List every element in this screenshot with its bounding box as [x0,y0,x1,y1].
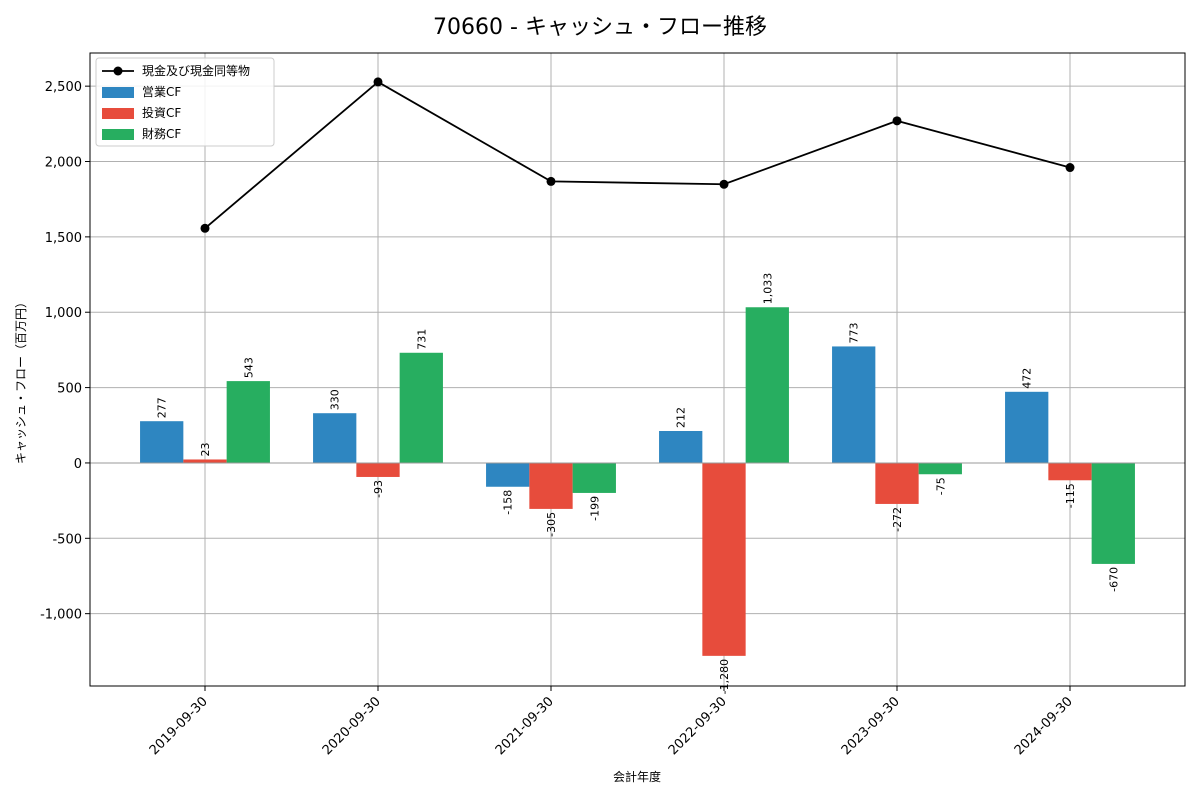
line-point-2023-09-30 [892,116,902,126]
y-tick-label: -500 [52,532,82,547]
chart-title: 70660 - キャッシュ・フロー推移 [433,15,767,40]
bar-投資CF-2020-09-30 [356,462,400,477]
legend-label: 財務CF [142,126,181,141]
bar-財務CF-2023-09-30 [918,462,962,475]
data-label: 472 [1021,368,1034,389]
data-labels: 277 330 -158 212 773 472 23 -93 -305 -1,280 -272 -1… [156,273,1121,695]
data-label: 773 [848,322,861,343]
line-point-2021-09-30 [546,176,556,186]
legend-box [95,57,275,147]
data-label: 277 [156,397,169,418]
legend-label: 現金及び現金同等物 [142,63,250,78]
bar-営業CF-2019-09-30 [140,421,184,463]
bar-投資CF-2022-09-30 [702,462,746,656]
grid [90,53,1185,686]
data-label: -75 [934,477,947,495]
bar-営業CF-2020-09-30 [313,413,357,463]
data-label: -158 [502,490,515,515]
data-label: 212 [675,407,688,428]
data-label: -199 [588,496,601,521]
bar-財務CF-2021-09-30 [572,462,616,493]
y-tick-label: -1,000 [40,608,82,623]
bar-投資CF-2021-09-30 [529,462,573,509]
bar-営業CF-2022-09-30 [659,430,703,463]
bars [140,307,1135,656]
y-tick-label: 2,000 [45,156,82,171]
bar-営業CF-2023-09-30 [832,346,876,463]
bar-投資CF-2019-09-30 [183,459,227,463]
legend-label: 投資CF [142,105,181,120]
y-ticks: -1,000 -500 0 500 1,000 1,500 2,000 2,500 [40,80,90,623]
line-point-2019-09-30 [200,223,210,233]
data-label: 543 [242,357,255,378]
data-label: -115 [1064,483,1077,508]
data-label: -670 [1107,567,1120,592]
x-tick-label: 2022-09-30 [666,694,730,758]
x-ticks: 2019-09-30 2020-09-30 2021-09-30 2022-09-30… [147,686,1076,758]
y-tick-label: 2,500 [45,80,82,95]
data-label: -305 [545,512,558,537]
bar-投資CF-2024-09-30 [1048,462,1092,481]
x-tick-label: 2020-09-30 [320,694,384,758]
bar-財務CF-2024-09-30 [1091,462,1135,564]
x-tick-label: 2023-09-30 [839,694,903,758]
y-axis-label: キャッシュ・フロー（百万円） [14,296,28,464]
legend-marker [113,66,123,76]
plot-frame [89,52,1186,687]
y-tick-label: 0 [74,457,82,472]
data-label: -93 [372,480,385,498]
data-label: 330 [329,389,342,410]
bar-営業CF-2021-09-30 [486,462,530,487]
y-tick-label: 1,000 [45,306,82,321]
line-現金及び現金同等物 [204,80,1071,229]
data-label: 731 [415,329,428,350]
line-point-2022-09-30 [719,179,729,189]
legend-label: 営業CF [142,85,181,99]
line-point-2020-09-30 [373,77,383,87]
data-label: 1,033 [761,273,774,305]
legend-swatch-投資CF [102,108,134,119]
bar-営業CF-2024-09-30 [1005,391,1049,463]
data-label: 23 [199,442,212,456]
x-tick-label: 2021-09-30 [493,694,557,758]
data-label: -272 [891,507,904,532]
bar-投資CF-2023-09-30 [875,462,919,504]
cash-line [200,77,1075,233]
line-point-2024-09-30 [1065,163,1075,173]
legend-swatch-営業CF [102,87,134,98]
bar-財務CF-2019-09-30 [226,381,270,463]
x-axis-label: 会計年度 [613,769,661,784]
data-label: -1,280 [718,659,731,694]
y-tick-label: 500 [57,382,82,397]
bar-財務CF-2020-09-30 [399,352,443,463]
x-tick-label: 2019-09-30 [147,694,211,758]
x-tick-label: 2024-09-30 [1012,694,1076,758]
y-tick-label: 1,500 [45,231,82,246]
legend-swatch-財務CF [102,129,134,140]
bar-財務CF-2022-09-30 [745,307,789,463]
